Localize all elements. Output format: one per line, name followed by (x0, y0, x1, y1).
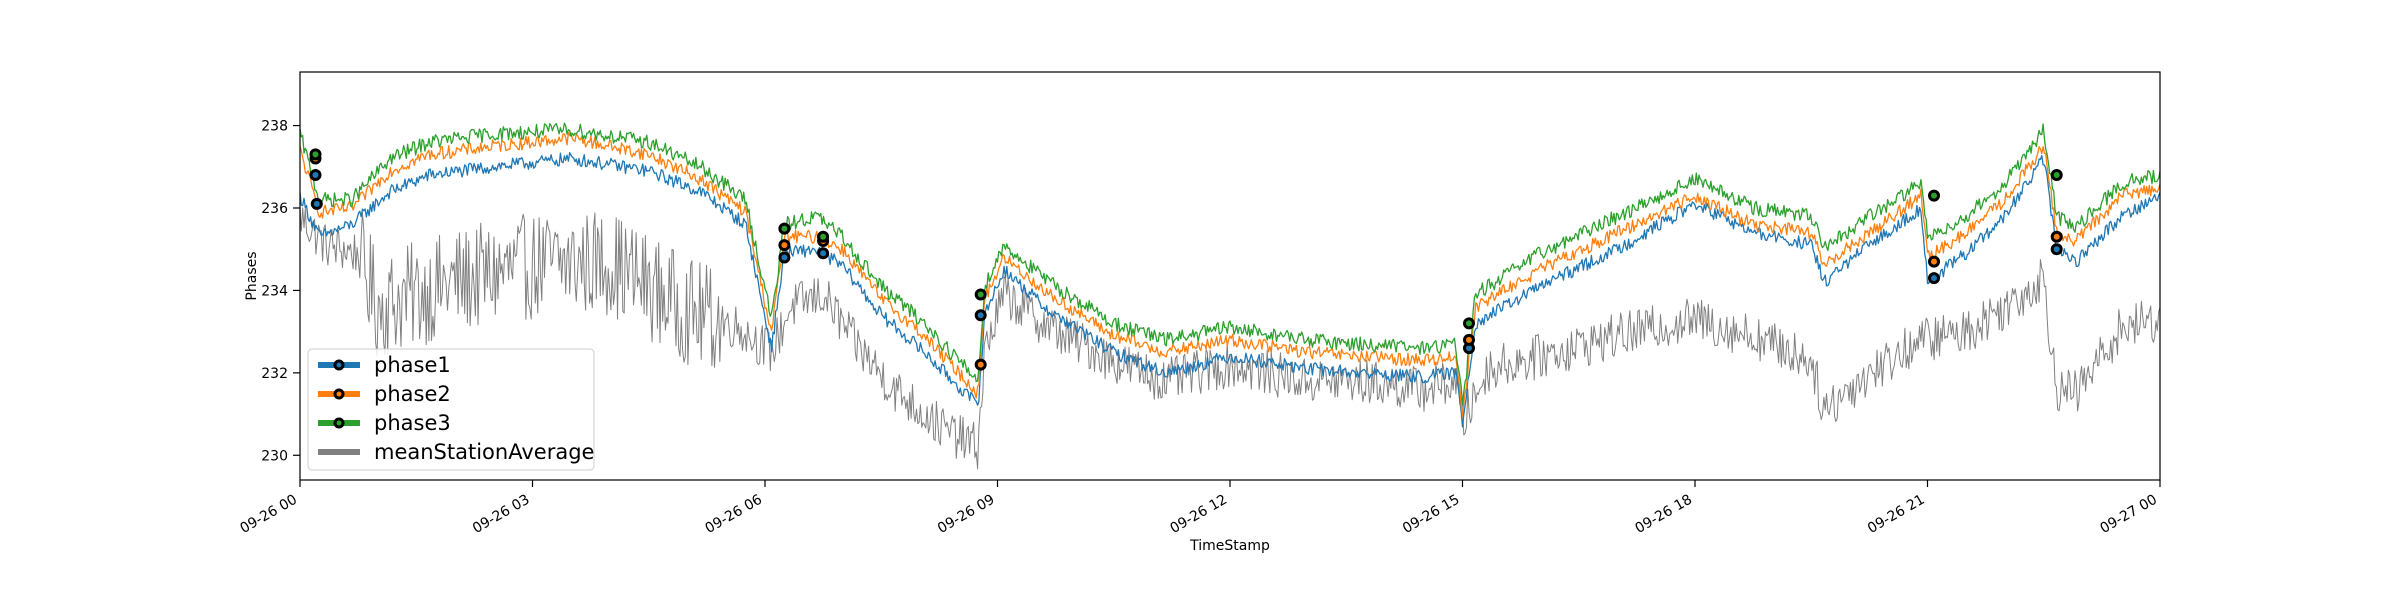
marker-phase3-4 (1463, 317, 1475, 330)
legend-marker-phase1 (333, 359, 345, 371)
marker-phase3-0 (309, 148, 322, 161)
y-tick-label-4: 238 (261, 119, 288, 135)
marker-phase3-3 (974, 288, 987, 301)
marker-phase1-6 (1928, 272, 1940, 285)
series-line-phase2 (299, 131, 2161, 417)
y-axis: 230 232 234 236 238 (261, 119, 300, 464)
marker-phase3-5 (1928, 189, 1940, 202)
marker-phase2-1 (778, 239, 791, 252)
marker-phase2-5 (1928, 255, 1940, 268)
marker-phase1-4 (974, 309, 987, 322)
marker-layer (309, 148, 2063, 371)
x-axis-label: TimeStamp (1189, 538, 1270, 554)
marker-phase1-0 (309, 169, 322, 181)
series-line-phase1 (299, 152, 2161, 428)
marker-phase2-3 (974, 358, 987, 371)
legend-marker-phase3 (333, 417, 345, 429)
marker-phase1-3 (817, 247, 830, 260)
legend-label-meanStationAverage: meanStationAverage (374, 440, 594, 464)
marker-phase3-1 (778, 222, 791, 235)
series-layer (299, 122, 2161, 470)
marker-phase3-6 (2050, 169, 2063, 181)
legend-marker-phase2 (333, 388, 345, 400)
y-tick-label-3: 236 (261, 201, 288, 217)
legend: phase1 phase2 phase3 meanStationAverage (307, 348, 595, 471)
legend-label-phase2: phase2 (374, 382, 451, 406)
legend-label-phase1: phase1 (374, 353, 451, 377)
y-axis-label: Phases (244, 251, 260, 300)
series-line-phase3 (299, 122, 2161, 406)
marker-phase3-2 (817, 230, 830, 243)
marker-phase2-6 (2050, 230, 2063, 243)
marker-phase1-7 (2050, 243, 2063, 256)
marker-phase1-2 (778, 251, 791, 264)
y-tick-label-2: 234 (261, 283, 288, 299)
y-tick-label-0: 230 (261, 448, 288, 464)
series-line-meanStationAverage (299, 206, 2161, 470)
y-tick-label-1: 232 (261, 366, 288, 382)
legend-label-phase3: phase3 (374, 411, 451, 435)
legend-box (307, 348, 595, 471)
marker-phase1-1 (310, 197, 323, 210)
marker-phase2-4 (1463, 333, 1475, 346)
